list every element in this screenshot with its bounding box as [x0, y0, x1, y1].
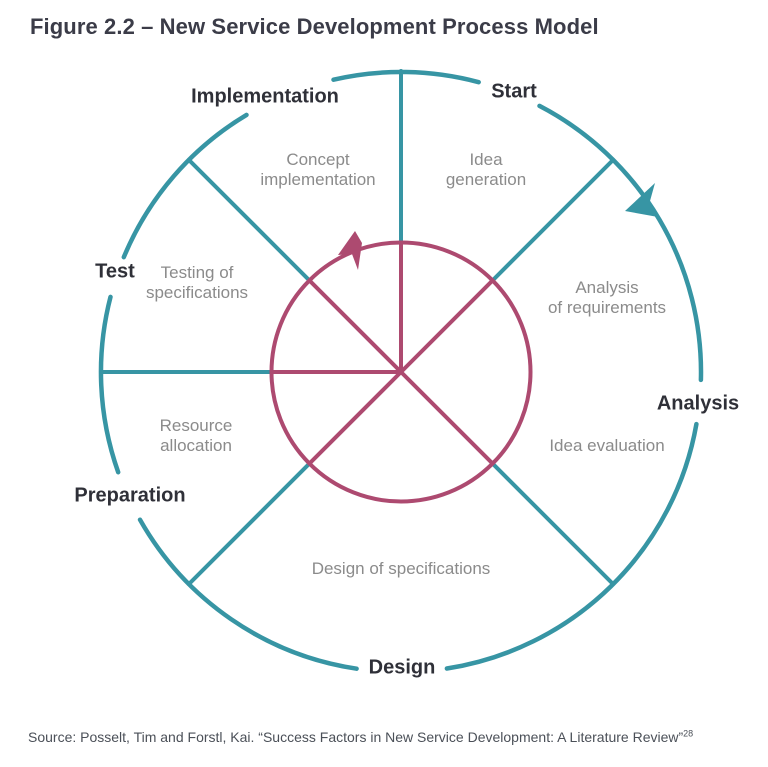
step-label-analysis-of-requirements: Analysis of requirements	[547, 278, 667, 317]
inner-ring-spokes	[269, 240, 495, 466]
step-label-testing-of-specifications: Testing of specifications	[145, 263, 249, 302]
outer-ring-spokes	[99, 69, 616, 587]
source-citation-text: Source: Posselt, Tim and Forstl, Kai. “S…	[28, 729, 684, 745]
figure-title: Figure 2.2 – New Service Development Pro…	[30, 14, 599, 39]
phase-label-test: Test	[95, 260, 135, 283]
phase-label-implementation: Implementation	[191, 85, 339, 108]
step-label-resource-allocation: Resource allocation	[159, 416, 233, 455]
phase-label-preparation: Preparation	[74, 484, 186, 507]
phase-label-design: Design	[368, 656, 436, 679]
step-label-design-of-specifications: Design of specifications	[311, 559, 491, 578]
inner-ring-arrowhead-icon	[338, 231, 362, 270]
source-citation-footnote-number: 28	[683, 728, 694, 739]
outer-ring-arrowhead-icon	[625, 183, 658, 217]
source-citation: Source: Posselt, Tim and Forstl, Kai. “S…	[28, 729, 693, 745]
step-label-concept-implementation: Concept implementation	[260, 150, 376, 189]
step-label-idea-evaluation: Idea evaluation	[549, 436, 665, 455]
phase-label-start: Start	[491, 80, 537, 103]
outer-ring	[98, 69, 704, 671]
phase-label-analysis: Analysis	[656, 392, 740, 415]
step-label-idea-generation: Idea generation	[445, 150, 527, 189]
